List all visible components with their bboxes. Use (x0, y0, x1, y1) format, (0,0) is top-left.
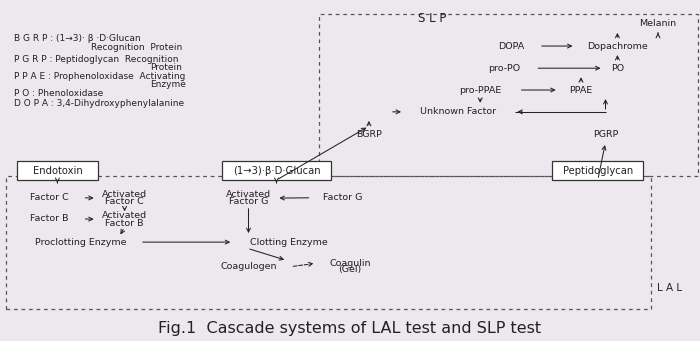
Text: BGRP: BGRP (356, 130, 382, 139)
Text: pro-PPAE: pro-PPAE (459, 86, 501, 94)
Text: PPAE: PPAE (569, 86, 593, 94)
Text: P P A E : Prophenoloxidase  Activating: P P A E : Prophenoloxidase Activating (14, 72, 186, 80)
Text: Melanin: Melanin (639, 19, 677, 28)
Text: Factor B: Factor B (105, 219, 144, 227)
Text: Protein: Protein (150, 63, 183, 72)
Bar (318, 14, 698, 176)
Text: Coagulogen: Coagulogen (220, 262, 276, 271)
Bar (6, 176, 651, 309)
Text: Clotting Enzyme: Clotting Enzyme (250, 238, 328, 247)
Text: PGRP: PGRP (593, 130, 618, 139)
FancyBboxPatch shape (552, 161, 643, 180)
Text: P G R P : Peptidoglycan  Recognition: P G R P : Peptidoglycan Recognition (14, 55, 178, 63)
Text: S L P: S L P (418, 12, 446, 25)
Text: D O P A : 3,4-Dihydroxyphenylalanine: D O P A : 3,4-Dihydroxyphenylalanine (14, 99, 184, 108)
Text: P O : Phenoloxidase: P O : Phenoloxidase (14, 89, 104, 98)
Text: L A L: L A L (657, 283, 682, 293)
Text: Activated: Activated (102, 190, 147, 199)
FancyBboxPatch shape (223, 161, 330, 180)
Text: Factor G: Factor G (323, 193, 363, 202)
Text: Unknown Factor: Unknown Factor (421, 107, 496, 116)
Text: Dopachrome: Dopachrome (587, 42, 648, 50)
Text: pro-PO: pro-PO (488, 64, 520, 73)
Text: Proclotting Enzyme: Proclotting Enzyme (35, 238, 126, 247)
Text: Fig.1  Cascade systems of LAL test and SLP test: Fig.1 Cascade systems of LAL test and SL… (158, 321, 542, 336)
Text: DOPA: DOPA (498, 42, 524, 50)
Text: Activated: Activated (226, 190, 271, 199)
Text: Factor C: Factor C (29, 193, 69, 202)
Text: Factor B: Factor B (30, 214, 69, 223)
Text: (Gel): (Gel) (338, 265, 362, 274)
Text: Activated: Activated (102, 211, 147, 220)
Text: Factor G: Factor G (229, 197, 268, 206)
Text: Factor C: Factor C (105, 197, 144, 206)
Text: Recognition  Protein: Recognition Protein (91, 43, 182, 51)
Text: Coagulin: Coagulin (329, 259, 371, 268)
Text: Endotoxin: Endotoxin (32, 165, 83, 176)
Text: Peptidoglycan: Peptidoglycan (563, 165, 633, 176)
Text: (1→3)·β·D·Glucan: (1→3)·β·D·Glucan (232, 165, 321, 176)
Text: PO: PO (611, 64, 624, 73)
Text: B G R P : (1→3)· β ·D·Glucan: B G R P : (1→3)· β ·D·Glucan (14, 34, 141, 43)
FancyBboxPatch shape (18, 161, 98, 180)
Text: Enzyme: Enzyme (150, 80, 186, 89)
